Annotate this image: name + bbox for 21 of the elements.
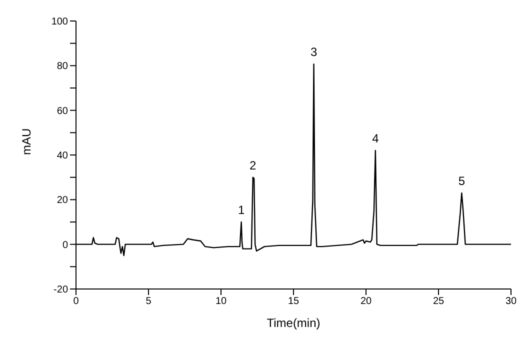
x-tick-label: 10: [215, 296, 227, 308]
annotation: 3: [310, 45, 318, 60]
annotation: 5: [458, 174, 466, 188]
y-tick-label: 80: [56, 61, 68, 72]
y-tick-label: 100: [51, 16, 68, 28]
x-tick-label: 5: [146, 296, 152, 308]
annotation: 1: [238, 203, 245, 217]
x-axis-title: Time(min): [266, 316, 320, 330]
annotation: 2: [250, 158, 257, 172]
x-tick-label: 30: [505, 296, 517, 308]
y-axis-title: mAU: [19, 128, 34, 155]
x-tick-label: 0: [73, 296, 80, 308]
y-tick-label: 40: [56, 150, 68, 162]
x-tick-label: 20: [360, 296, 372, 308]
x-tick-label: 15: [288, 296, 300, 308]
y-tick-label: 20: [56, 195, 68, 206]
x-tick-label: 25: [432, 296, 444, 308]
y-tick-label: 0: [62, 240, 68, 251]
y-tick-label: -20: [54, 284, 68, 296]
annotation: 4: [372, 132, 380, 146]
y-tick-label: 60: [56, 106, 68, 117]
